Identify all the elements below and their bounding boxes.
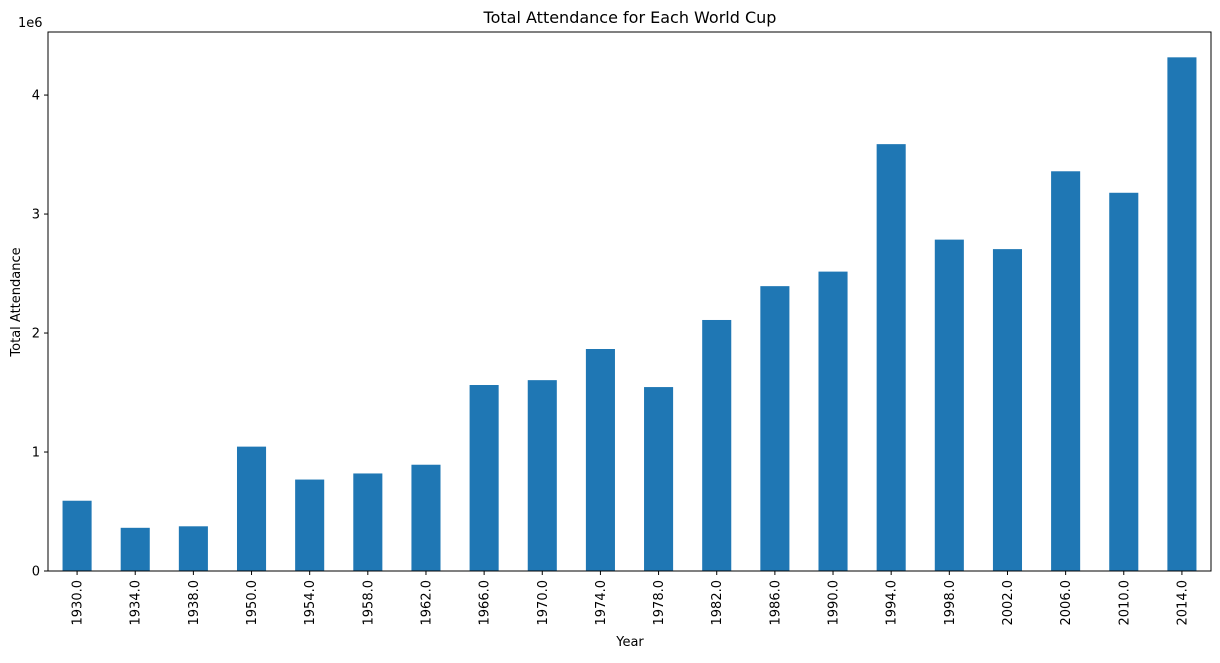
x-tick-label: 1934.0	[129, 580, 144, 626]
x-tick-label: 1986.0	[768, 580, 783, 626]
bar-1998	[934, 239, 964, 571]
x-tick-label: 2006.0	[1059, 580, 1074, 626]
bar-1938	[178, 526, 208, 571]
x-tick-label: 1998.0	[943, 580, 958, 626]
x-tick-label: 1962.0	[419, 580, 434, 626]
x-axis-ticks: 1930.0 1934.0 1938.0 1950.0 1954.0 1958.0 1962…	[71, 571, 1190, 626]
x-tick-label: 2002.0	[1001, 580, 1016, 626]
bar-1986	[760, 286, 790, 571]
bar-2002	[992, 249, 1023, 571]
bar-1974	[585, 349, 615, 571]
bar-1934	[120, 527, 150, 571]
bar-1994	[876, 144, 906, 571]
bar-1950	[236, 446, 267, 571]
y-axis-label: Total Attendance	[9, 247, 24, 357]
x-axis-label: Year	[615, 635, 644, 650]
x-tick-label: 1958.0	[361, 580, 376, 626]
plot-frame	[47, 31, 1212, 572]
y-axis-ticks: 0 1 2 3 4	[32, 89, 48, 580]
x-tick-label: 1990.0	[827, 580, 842, 626]
y-tick-label: 1	[32, 446, 40, 461]
y-offset-label: 1e6	[18, 16, 43, 31]
bar-1982	[702, 319, 732, 571]
bar-1990	[818, 271, 848, 571]
x-tick-label: 1982.0	[710, 580, 725, 626]
y-tick-label: 2	[32, 327, 40, 342]
bar-2014	[1167, 57, 1197, 571]
bar-2010	[1109, 192, 1139, 571]
x-tick-label: 1978.0	[652, 580, 667, 626]
x-tick-label: 1974.0	[594, 580, 609, 626]
bar-1930	[62, 500, 92, 571]
chart-title: Total Attendance for Each World Cup	[483, 8, 777, 27]
x-tick-label: 1938.0	[187, 580, 202, 626]
bar-2006	[1051, 171, 1081, 571]
y-tick-label: 4	[32, 89, 40, 104]
x-tick-label: 1966.0	[478, 580, 493, 626]
bars-group	[62, 57, 1197, 571]
x-tick-label: 1930.0	[71, 580, 86, 626]
x-tick-label: 1994.0	[885, 580, 900, 626]
x-tick-label: 1954.0	[303, 580, 318, 626]
x-tick-label: 1970.0	[536, 580, 551, 626]
x-tick-label: 2014.0	[1175, 580, 1190, 626]
x-tick-label: 1950.0	[245, 580, 260, 626]
bar-1970	[527, 380, 557, 571]
bar-1978	[644, 387, 674, 571]
bar-1962	[411, 464, 441, 571]
bar-1958	[353, 473, 383, 571]
y-tick-label: 3	[32, 208, 40, 223]
y-tick-label: 0	[32, 565, 40, 580]
bar-1966	[469, 385, 499, 571]
bar-1954	[295, 479, 325, 571]
x-tick-label: 2010.0	[1117, 580, 1132, 626]
